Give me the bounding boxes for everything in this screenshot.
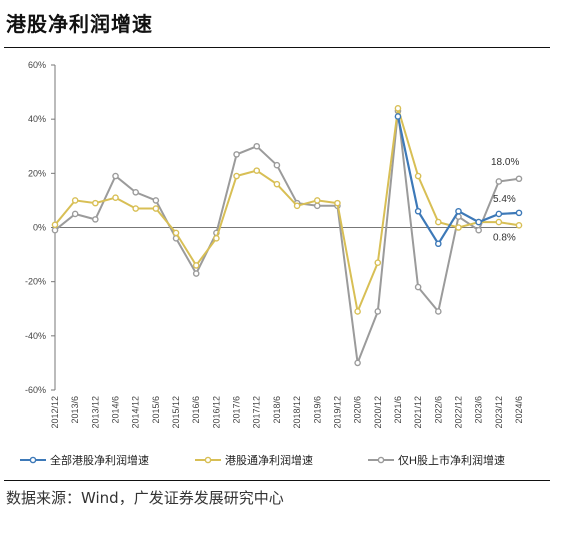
x-tick-label: 2013/6 xyxy=(70,396,80,424)
series-point xyxy=(253,142,261,150)
value-label: 0.8% xyxy=(493,232,516,243)
series-point xyxy=(213,235,220,242)
series-point xyxy=(132,188,139,196)
y-tick-label: 20% xyxy=(28,168,46,178)
series-point xyxy=(354,308,361,315)
x-tick-label: 2013/12 xyxy=(90,396,100,429)
series-point xyxy=(192,262,200,269)
series-point xyxy=(374,259,382,267)
series-point xyxy=(435,240,442,248)
series-point xyxy=(92,199,99,207)
x-tick-label: 2018/12 xyxy=(292,396,302,429)
x-tick-label: 2022/6 xyxy=(433,396,443,424)
series-point xyxy=(273,161,281,169)
title-divider xyxy=(4,47,550,48)
legend-label: 全部港股净利润增速 xyxy=(50,453,149,467)
legend-marker xyxy=(377,456,385,464)
series-point xyxy=(71,197,79,204)
series-point xyxy=(435,218,442,226)
series-point xyxy=(495,210,503,218)
series-point xyxy=(172,229,180,237)
series-point xyxy=(374,308,382,315)
series-line xyxy=(54,108,520,315)
x-tick-label: 2016/12 xyxy=(211,396,221,429)
series-point xyxy=(152,197,160,204)
series-point xyxy=(253,167,261,174)
x-tick-label: 2015/6 xyxy=(151,396,161,424)
x-tick-label: 2014/12 xyxy=(131,396,141,429)
series-point xyxy=(455,224,462,231)
x-tick-label: 2016/6 xyxy=(191,396,201,424)
series-point xyxy=(475,226,482,234)
y-tick-label: 60% xyxy=(28,60,46,70)
x-tick-label: 2023/12 xyxy=(494,396,504,429)
series-point xyxy=(515,175,523,183)
x-tick-label: 2014/6 xyxy=(111,396,121,424)
x-tick-label: 2017/6 xyxy=(232,396,242,424)
value-label: 5.4% xyxy=(493,194,516,205)
x-tick-label: 2019/12 xyxy=(332,396,342,429)
x-tick-label: 2018/6 xyxy=(272,396,282,424)
y-tick-label: 0% xyxy=(33,223,46,233)
series-point xyxy=(313,202,321,210)
chart-axes: -60% -40% -20% 0% 20% 40% 60% 2012/12 2013/6 2013… xyxy=(25,60,524,429)
x-tick-label: 2020/12 xyxy=(373,396,383,429)
legend-marker xyxy=(204,456,212,464)
series-point xyxy=(414,172,422,180)
line-chart: -60% -40% -20% 0% 20% 40% 60% 2012/12 2013/6 2013… xyxy=(20,60,524,467)
series-point xyxy=(293,202,301,210)
series-point xyxy=(51,221,59,229)
x-tick-label: 2021/6 xyxy=(393,396,403,424)
series-point xyxy=(515,209,523,217)
series-point xyxy=(394,113,402,120)
chart-legend: 全部港股净利润增速 港股通净利润增速 仅H股上市净利润增速 xyxy=(20,453,505,467)
legend-label: 港股通净利润增速 xyxy=(225,453,313,467)
series-point xyxy=(515,222,523,229)
x-tick-label: 2012/12 xyxy=(50,396,60,429)
y-tick-label: -20% xyxy=(25,277,46,287)
series-point xyxy=(475,218,482,226)
page-title: 港股净利润增速 xyxy=(6,12,153,36)
x-tick-label: 2017/12 xyxy=(252,396,262,429)
x-tick-label: 2023/6 xyxy=(474,396,484,424)
chart-annotations: 18.0% 5.4% 0.8% xyxy=(491,157,519,244)
legend-marker xyxy=(29,456,37,464)
x-tick-label: 2020/6 xyxy=(353,396,363,424)
series-point xyxy=(92,216,99,223)
source-divider xyxy=(4,480,550,481)
series-point xyxy=(233,172,240,180)
series-point xyxy=(435,308,442,315)
chart-series xyxy=(51,105,523,367)
series-point xyxy=(455,207,462,215)
series-point xyxy=(152,205,160,212)
series-point xyxy=(112,172,119,180)
series-point xyxy=(233,151,240,158)
series-point xyxy=(354,359,361,367)
series-point xyxy=(313,197,321,204)
series-point xyxy=(51,226,59,234)
legend-label: 仅H股上市净利润增速 xyxy=(398,453,505,467)
series-point xyxy=(495,218,503,226)
series-point xyxy=(112,194,119,202)
y-tick-label: -60% xyxy=(25,385,46,395)
series-point xyxy=(192,270,200,277)
series-point xyxy=(414,207,422,215)
series-point xyxy=(495,178,503,185)
x-tick-label: 2021/12 xyxy=(413,396,423,429)
x-tick-label: 2022/12 xyxy=(453,396,463,429)
series-point xyxy=(334,199,341,207)
x-tick-label: 2019/6 xyxy=(312,396,322,424)
x-tick-label: 2024/6 xyxy=(514,396,524,424)
series-line xyxy=(54,110,520,364)
x-tick-label: 2015/12 xyxy=(171,396,181,429)
series-point xyxy=(273,180,281,188)
series-point xyxy=(394,105,402,112)
value-label: 18.0% xyxy=(491,157,519,168)
source-note: 数据来源：Wind，广发证券发展研究中心 xyxy=(6,489,284,507)
series-point xyxy=(132,205,139,212)
y-tick-label: -40% xyxy=(25,331,46,341)
y-tick-label: 40% xyxy=(28,114,46,124)
series-point xyxy=(71,210,79,218)
series-point xyxy=(414,283,422,291)
